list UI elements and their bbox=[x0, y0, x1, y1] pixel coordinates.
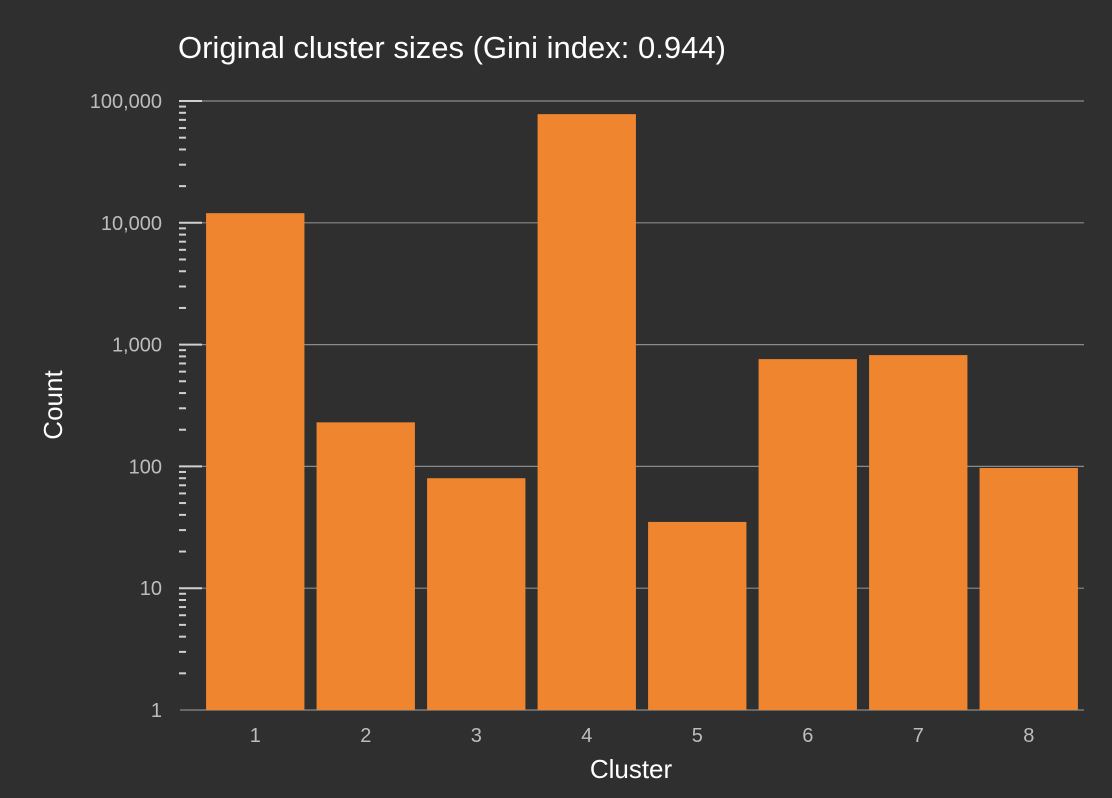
bar-cluster-2 bbox=[316, 422, 415, 710]
bars bbox=[206, 114, 1078, 710]
y-tick-label: 10,000 bbox=[101, 213, 162, 235]
y-tick-label: 100,000 bbox=[90, 91, 162, 113]
y-tick-labels: 1 10 100 1,000 10,000 100,000 bbox=[90, 91, 162, 722]
x-tick-label: 1 bbox=[250, 725, 261, 747]
y-tick-label: 1 bbox=[151, 700, 162, 722]
bar-cluster-5 bbox=[648, 521, 747, 710]
bar-cluster-4 bbox=[537, 114, 636, 710]
x-tick-label: 4 bbox=[581, 725, 592, 747]
x-tick-label: 5 bbox=[692, 725, 703, 747]
y-tick-label: 1,000 bbox=[112, 335, 162, 357]
bar-cluster-8 bbox=[979, 468, 1078, 710]
bar-cluster-1 bbox=[206, 213, 305, 710]
y-tick-label: 10 bbox=[140, 578, 162, 600]
bar-cluster-3 bbox=[427, 478, 526, 710]
bar-cluster-6 bbox=[758, 359, 857, 710]
chart-title: Original cluster sizes (Gini index: 0.94… bbox=[178, 30, 726, 65]
y-tick-label: 100 bbox=[129, 456, 162, 478]
y-axis-label: Count bbox=[38, 370, 68, 440]
x-axis-label: Cluster bbox=[590, 754, 673, 784]
bar-cluster-7 bbox=[869, 355, 968, 710]
x-tick-label: 7 bbox=[913, 725, 924, 747]
x-tick-labels: 1 2 3 4 5 6 7 8 bbox=[250, 725, 1035, 747]
x-tick-label: 6 bbox=[802, 725, 813, 747]
x-tick-label: 3 bbox=[471, 725, 482, 747]
y-minor-ticks bbox=[179, 100, 202, 675]
x-tick-label: 8 bbox=[1023, 725, 1034, 747]
x-tick-label: 2 bbox=[360, 725, 371, 747]
